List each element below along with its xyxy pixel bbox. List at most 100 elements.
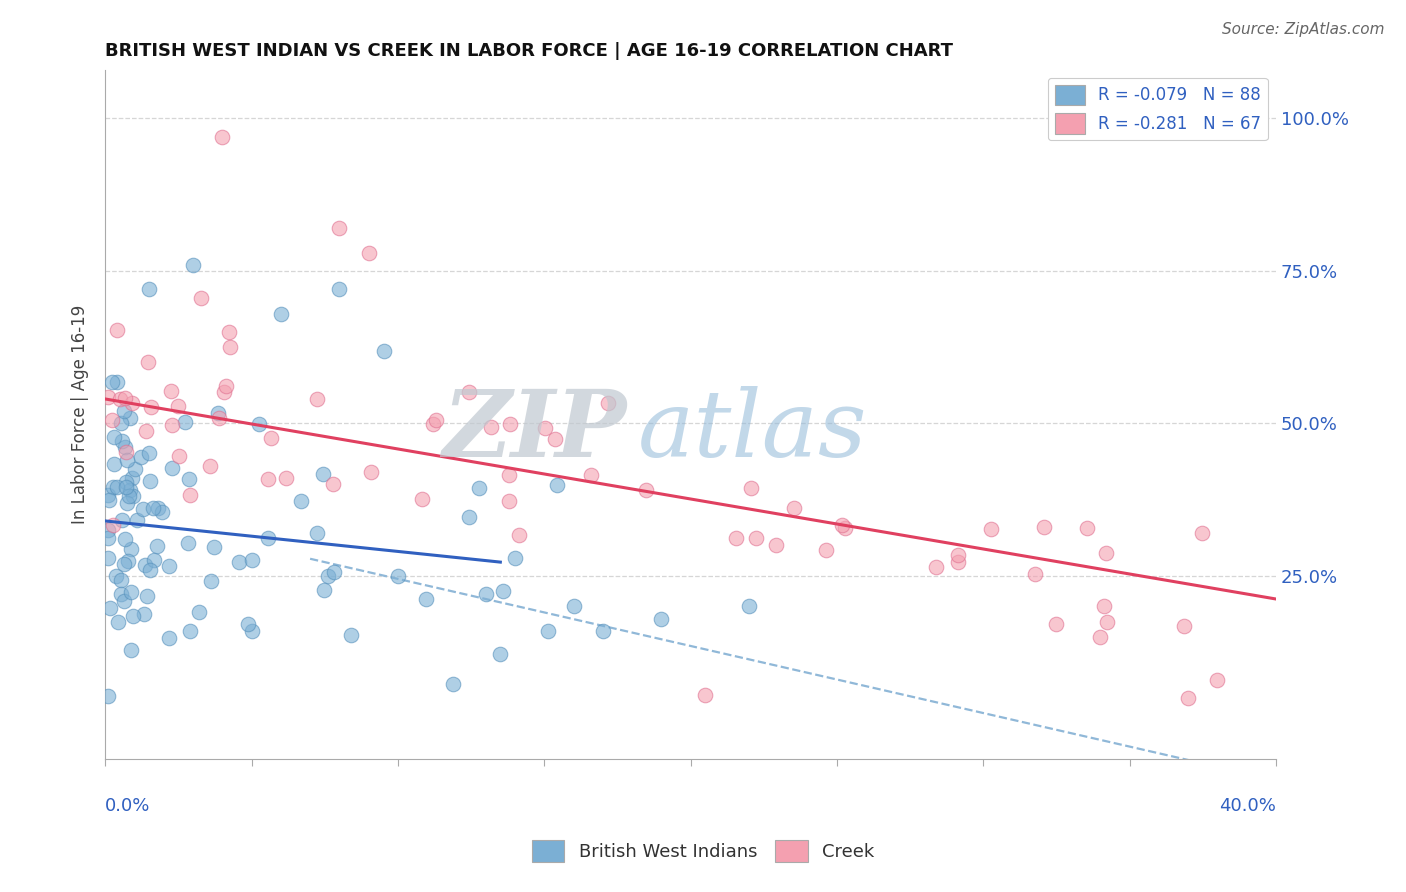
Point	[257, 473, 280, 487]
Point	[174, 415, 197, 429]
Point	[110, 513, 132, 527]
Point	[815, 542, 838, 557]
Point	[157, 631, 180, 645]
Point	[121, 470, 143, 484]
Point	[112, 404, 135, 418]
Point	[546, 478, 568, 492]
Point	[738, 599, 761, 614]
Point	[105, 375, 128, 389]
Point	[212, 385, 235, 400]
Point	[160, 384, 183, 398]
Point	[103, 479, 125, 493]
Point	[307, 392, 329, 406]
Point	[117, 496, 139, 510]
Point	[101, 412, 124, 426]
Point	[167, 400, 190, 414]
Point	[579, 467, 602, 482]
Point	[270, 307, 292, 321]
Point	[98, 600, 121, 615]
Point	[110, 392, 132, 406]
Point	[218, 325, 240, 339]
Point	[134, 558, 156, 573]
Legend: R = -0.079   N = 88, R = -0.281   N = 67: R = -0.079 N = 88, R = -0.281 N = 67	[1047, 78, 1268, 140]
Point	[97, 391, 120, 405]
Point	[924, 560, 946, 574]
Point	[122, 489, 145, 503]
Point	[744, 531, 766, 545]
Point	[97, 492, 120, 507]
Point	[111, 434, 134, 449]
Point	[948, 555, 970, 569]
Point	[97, 690, 120, 704]
Point	[121, 395, 143, 409]
Point	[124, 461, 146, 475]
Point	[139, 564, 162, 578]
Point	[415, 592, 437, 607]
Point	[322, 476, 344, 491]
Point	[236, 617, 259, 632]
Point	[103, 518, 125, 533]
Point	[117, 554, 139, 568]
Point	[120, 542, 142, 557]
Point	[311, 467, 333, 481]
Point	[247, 417, 270, 431]
Point	[179, 472, 201, 486]
Point	[425, 413, 447, 427]
Point	[114, 440, 136, 454]
Point	[533, 421, 555, 435]
Point	[148, 500, 170, 515]
Point	[204, 540, 226, 554]
Point	[1191, 525, 1213, 540]
Point	[143, 553, 166, 567]
Point	[328, 221, 350, 235]
Text: BRITISH WEST INDIAN VS CREEK IN LABOR FORCE | AGE 16-19 CORRELATION CHART: BRITISH WEST INDIAN VS CREEK IN LABOR FO…	[105, 42, 953, 60]
Point	[139, 475, 162, 489]
Point	[208, 410, 231, 425]
Point	[129, 450, 152, 464]
Point	[274, 471, 297, 485]
Point	[181, 258, 204, 272]
Point	[142, 501, 165, 516]
Point	[198, 459, 221, 474]
Point	[167, 450, 190, 464]
Point	[316, 569, 339, 583]
Point	[115, 480, 138, 494]
Point	[97, 488, 120, 502]
Point	[152, 505, 174, 519]
Point	[179, 488, 201, 502]
Text: atlas: atlas	[638, 386, 868, 476]
Point	[492, 584, 515, 599]
Point	[110, 417, 132, 431]
Point	[228, 555, 250, 569]
Point	[127, 513, 149, 527]
Point	[980, 522, 1002, 536]
Point	[215, 379, 238, 393]
Point	[110, 573, 132, 587]
Point	[373, 344, 395, 359]
Point	[114, 594, 136, 608]
Point	[190, 291, 212, 305]
Point	[323, 566, 346, 580]
Point	[145, 539, 167, 553]
Point	[240, 553, 263, 567]
Point	[179, 624, 201, 639]
Point	[157, 559, 180, 574]
Point	[592, 624, 614, 638]
Point	[562, 599, 585, 614]
Point	[650, 611, 672, 625]
Point	[219, 340, 242, 354]
Point	[340, 628, 363, 642]
Point	[693, 688, 716, 702]
Point	[831, 518, 853, 533]
Point	[139, 401, 162, 415]
Point	[422, 417, 444, 432]
Point	[479, 420, 502, 434]
Point	[132, 607, 155, 621]
Text: Source: ZipAtlas.com: Source: ZipAtlas.com	[1222, 22, 1385, 37]
Point	[411, 492, 433, 507]
Point	[1173, 619, 1195, 633]
Point	[305, 526, 328, 541]
Point	[138, 282, 160, 296]
Point	[240, 624, 263, 638]
Point	[121, 608, 143, 623]
